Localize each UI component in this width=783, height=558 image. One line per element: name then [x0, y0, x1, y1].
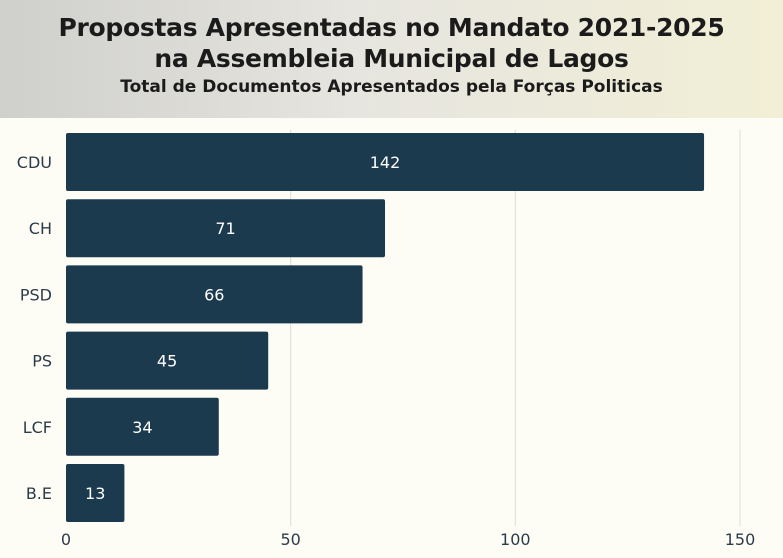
- bar: [66, 397, 219, 456]
- bar: [66, 331, 269, 390]
- chart-subtitle: Total de Documentos Apresentados pela Fo…: [120, 77, 663, 97]
- data-label: 142: [370, 153, 401, 172]
- category-label: PS: [32, 352, 52, 371]
- category-label: CDU: [17, 153, 52, 172]
- data-label: 13: [85, 484, 105, 503]
- bar: [66, 199, 386, 258]
- x-tick-label: 100: [500, 530, 531, 549]
- chart-title: Propostas Apresentadas no Mandato 2021-2…: [0, 0, 783, 74]
- bar: [66, 265, 363, 324]
- category-label: LCF: [23, 418, 52, 437]
- x-tick-label: 150: [725, 530, 756, 549]
- chart-title-line-2: na Assembleia Municipal de Lagos: [154, 44, 629, 73]
- category-label: CH: [29, 219, 52, 238]
- category-label: B.E: [26, 484, 52, 503]
- chart-header: Propostas Apresentadas no Mandato 2021-2…: [0, 0, 783, 118]
- x-tick-label: 0: [61, 530, 71, 549]
- data-label: 71: [215, 219, 235, 238]
- chart-title-line-1: Propostas Apresentadas no Mandato 2021-2…: [58, 13, 725, 42]
- category-label: PSD: [20, 285, 52, 304]
- data-label: 34: [132, 418, 152, 437]
- bar: [66, 133, 705, 191]
- bar: [66, 464, 125, 522]
- x-tick-label: 50: [280, 530, 300, 549]
- data-label: 45: [157, 352, 177, 371]
- data-label: 66: [204, 285, 224, 304]
